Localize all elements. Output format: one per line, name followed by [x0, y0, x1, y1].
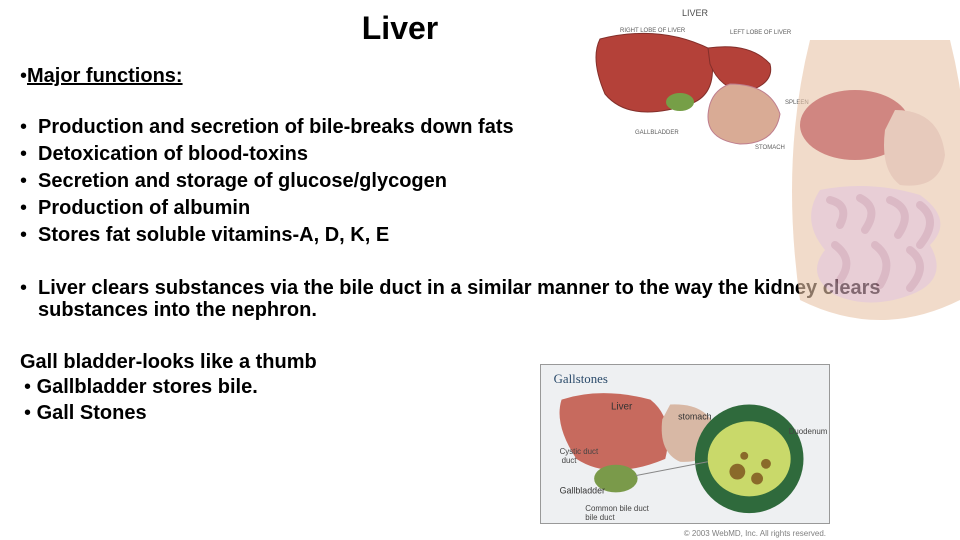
svg-text:bile duct: bile duct: [585, 513, 615, 522]
svg-text:Common bile duct: Common bile duct: [585, 504, 649, 513]
svg-text:Duodenum: Duodenum: [789, 427, 828, 436]
svg-text:Gallbladder: Gallbladder: [560, 485, 605, 495]
svg-text:Liver: Liver: [611, 401, 633, 412]
liver-diagram-icon: LIVER RIGHT LOBE OF LIVER LEFT LOBE OF L…: [580, 4, 810, 154]
svg-text:Gallstones: Gallstones: [554, 372, 608, 386]
gallstones-diagram-icon: Gallstones Liver stomach Cystic duct duc…: [540, 364, 830, 524]
slide: Liver Major functions: Production and se…: [0, 0, 960, 540]
svg-text:GALLBLADDER: GALLBLADDER: [635, 130, 679, 136]
svg-text:RIGHT LOBE OF LIVER: RIGHT LOBE OF LIVER: [620, 28, 686, 34]
svg-text:Cystic duct: Cystic duct: [560, 447, 599, 456]
svg-text:LEFT LOBE OF LIVER: LEFT LOBE OF LIVER: [730, 30, 792, 36]
svg-text:stomach: stomach: [678, 411, 712, 421]
liver-label: LIVER: [682, 8, 709, 18]
watermark-text: © 2003 WebMD, Inc. All rights reserved.: [684, 529, 826, 538]
torso-anatomy-icon: [780, 40, 960, 340]
svg-text:duct: duct: [562, 456, 578, 465]
